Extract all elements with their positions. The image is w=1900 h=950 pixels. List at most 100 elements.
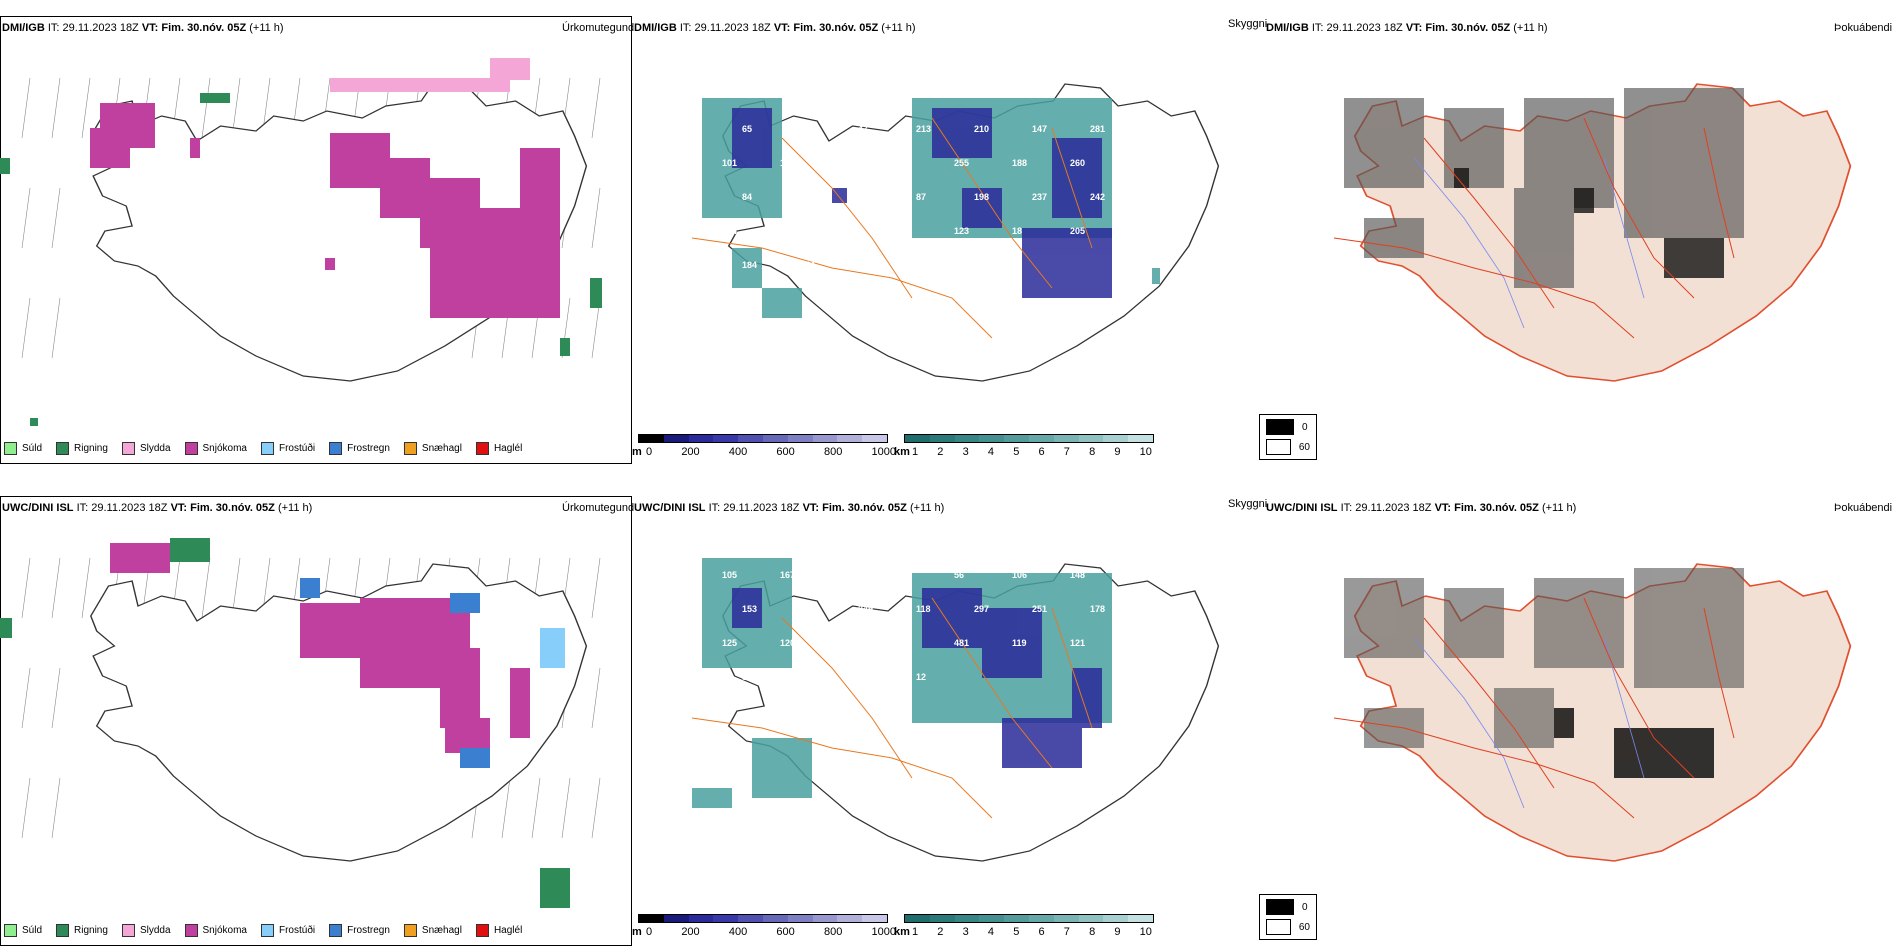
scale-tick: 6 bbox=[1038, 926, 1045, 938]
scale-swatch bbox=[862, 435, 887, 442]
legend-item: Rigning bbox=[56, 924, 108, 937]
scale-swatch bbox=[1128, 915, 1153, 922]
scale-swatch bbox=[905, 915, 930, 922]
scale-swatch bbox=[639, 915, 664, 922]
vt-value: Fim. 30.nóv. 05Z bbox=[822, 502, 907, 514]
lead-time: (+11 h) bbox=[881, 22, 916, 34]
scale-swatch bbox=[929, 435, 955, 442]
vis-value-label: 474 bbox=[722, 226, 737, 236]
it-value: 29.11.2023 18Z bbox=[694, 22, 771, 34]
vis-value-label: 84 bbox=[742, 192, 752, 202]
scale-swatch bbox=[929, 915, 955, 922]
lead-time: (+11 h) bbox=[909, 502, 945, 514]
vis-value-label: 160 bbox=[1012, 90, 1027, 100]
it-label: IT: bbox=[1340, 502, 1353, 514]
vis-value-label: 167 bbox=[780, 570, 795, 580]
vis-value-label: 481 bbox=[954, 638, 969, 648]
vis-value-label: 37 bbox=[1070, 90, 1080, 100]
legend-label: Frostregn bbox=[347, 925, 390, 936]
vis-value-label: 206 bbox=[780, 226, 795, 236]
vt-value: Fim. 30.nóv. 05Z bbox=[1454, 502, 1539, 514]
roads bbox=[1333, 597, 1735, 819]
panel-title: Skyggni bbox=[1228, 498, 1268, 510]
legend-swatch bbox=[4, 442, 17, 455]
precip-legend: Súld Rigning Slydda Snjókoma Frostúði Fr… bbox=[4, 924, 536, 937]
vis-value-label: 302 bbox=[742, 672, 757, 682]
fog-legend-row: 60 bbox=[1266, 439, 1310, 455]
legend-label: Slydda bbox=[139, 443, 171, 454]
lead-time: (+11 h) bbox=[277, 502, 313, 514]
roads bbox=[1333, 117, 1735, 339]
legend-item: Rigning bbox=[56, 442, 108, 455]
legend-label: Haglél bbox=[493, 925, 523, 936]
legend-label: Haglél bbox=[493, 443, 523, 454]
snow-areas bbox=[90, 103, 560, 318]
legend-swatch bbox=[403, 924, 417, 937]
fog-legend-row: 0 bbox=[1266, 419, 1310, 435]
scale-km-ticks: 1 2 3 4 5 6 7 8 9 10 bbox=[912, 926, 1152, 938]
legend-item: Frostregn bbox=[329, 442, 390, 455]
scale-swatch bbox=[762, 915, 788, 922]
scale-tick: 400 bbox=[728, 926, 748, 938]
scale-swatch bbox=[812, 915, 838, 922]
lead-time: (+11 h) bbox=[1513, 22, 1548, 34]
panel-title: Þokuábendi bbox=[1834, 22, 1893, 34]
fog-swatch bbox=[1266, 439, 1291, 455]
fog-legend-row: 60 bbox=[1266, 919, 1310, 935]
visibility-map: 108 121 156 84 230 160 37 65 122 47 213 210 147 281 10… bbox=[691, 83, 1220, 382]
legend-swatch bbox=[184, 442, 198, 455]
scale-tick: 10 bbox=[1139, 446, 1152, 458]
vis-value-label: 156 bbox=[838, 90, 853, 100]
vis-value-label: 767 bbox=[838, 570, 853, 580]
vis-value-label: 87 bbox=[916, 192, 926, 202]
vis-value-label: 108 bbox=[722, 90, 737, 100]
it-label: IT: bbox=[708, 502, 721, 514]
scale-tick: 2 bbox=[937, 926, 944, 938]
vis-value-label: 148 bbox=[1070, 570, 1085, 580]
vis-value-label: 84 bbox=[896, 90, 906, 100]
vis-value-label: 107 bbox=[800, 672, 815, 682]
vis-value-label: 210 bbox=[838, 226, 853, 236]
scale-swatch bbox=[905, 435, 930, 442]
panel-title: Úrkomutegund bbox=[562, 502, 635, 514]
vis-value-label: 184 bbox=[742, 260, 757, 270]
panel-header: UWC/DINI ISL IT: 29.11.2023 18Z VT: Fim.… bbox=[2, 502, 312, 514]
vis-value-label: 123 bbox=[954, 226, 969, 236]
vis-value-label: 56 bbox=[954, 570, 964, 580]
legend-label: Snæhagl bbox=[421, 443, 462, 454]
panel-title: Úrkomutegund bbox=[562, 22, 635, 34]
vis-value-label: 281 bbox=[1090, 124, 1105, 134]
visibility-panel-top: DMI/IGB IT: 29.11.2023 18Z VT: Fim. 30.n… bbox=[632, 10, 1267, 470]
scale-tick: 0 bbox=[646, 446, 653, 458]
scale-swatch bbox=[713, 915, 739, 922]
legend-item: Slydda bbox=[121, 442, 171, 455]
model-name: UWC/DINI ISL bbox=[1266, 502, 1338, 514]
model-name: UWC/DINI ISL bbox=[634, 502, 706, 514]
it-value: 29.11.2023 18Z bbox=[1355, 502, 1432, 514]
scale-swatch bbox=[979, 435, 1005, 442]
scale-tick: 1000 bbox=[871, 926, 896, 938]
scale-tick: 400 bbox=[728, 446, 748, 458]
it-label: IT: bbox=[47, 22, 60, 34]
scale-km-unit: km bbox=[894, 926, 910, 938]
scale-swatch bbox=[1128, 435, 1153, 442]
vis-value-label: 153 bbox=[742, 604, 757, 614]
scale-tick: 7 bbox=[1063, 446, 1070, 458]
fog-swatch bbox=[1266, 899, 1294, 915]
legend-label: Snæhagl bbox=[421, 925, 462, 936]
fog-legend-row: 0 bbox=[1266, 899, 1310, 915]
vis-value-label: 144 bbox=[800, 260, 815, 270]
vt-value: Fim. 30.nóv. 05Z bbox=[1425, 22, 1511, 34]
scale-km-ticks: 1 2 3 4 5 6 7 8 9 10 bbox=[912, 446, 1152, 458]
vis-value-label: 251 bbox=[1032, 604, 1047, 614]
precip-panel-top: DMI/IGB IT: 29.11.2023 18Z VT: Fim. 30.n… bbox=[0, 10, 634, 470]
scale-tick: 9 bbox=[1114, 926, 1121, 938]
legend-label: Snjókoma bbox=[202, 443, 247, 454]
precip-frame bbox=[0, 496, 632, 946]
legend-item: Slydda bbox=[121, 924, 171, 937]
vis-value-label: 178 bbox=[1090, 604, 1105, 614]
panel-title: Skyggni bbox=[1228, 18, 1268, 30]
scale-swatch bbox=[1028, 435, 1054, 442]
vis-value-label: 205 bbox=[1070, 226, 1085, 236]
it-value: 29.11.2023 18Z bbox=[1326, 22, 1403, 34]
